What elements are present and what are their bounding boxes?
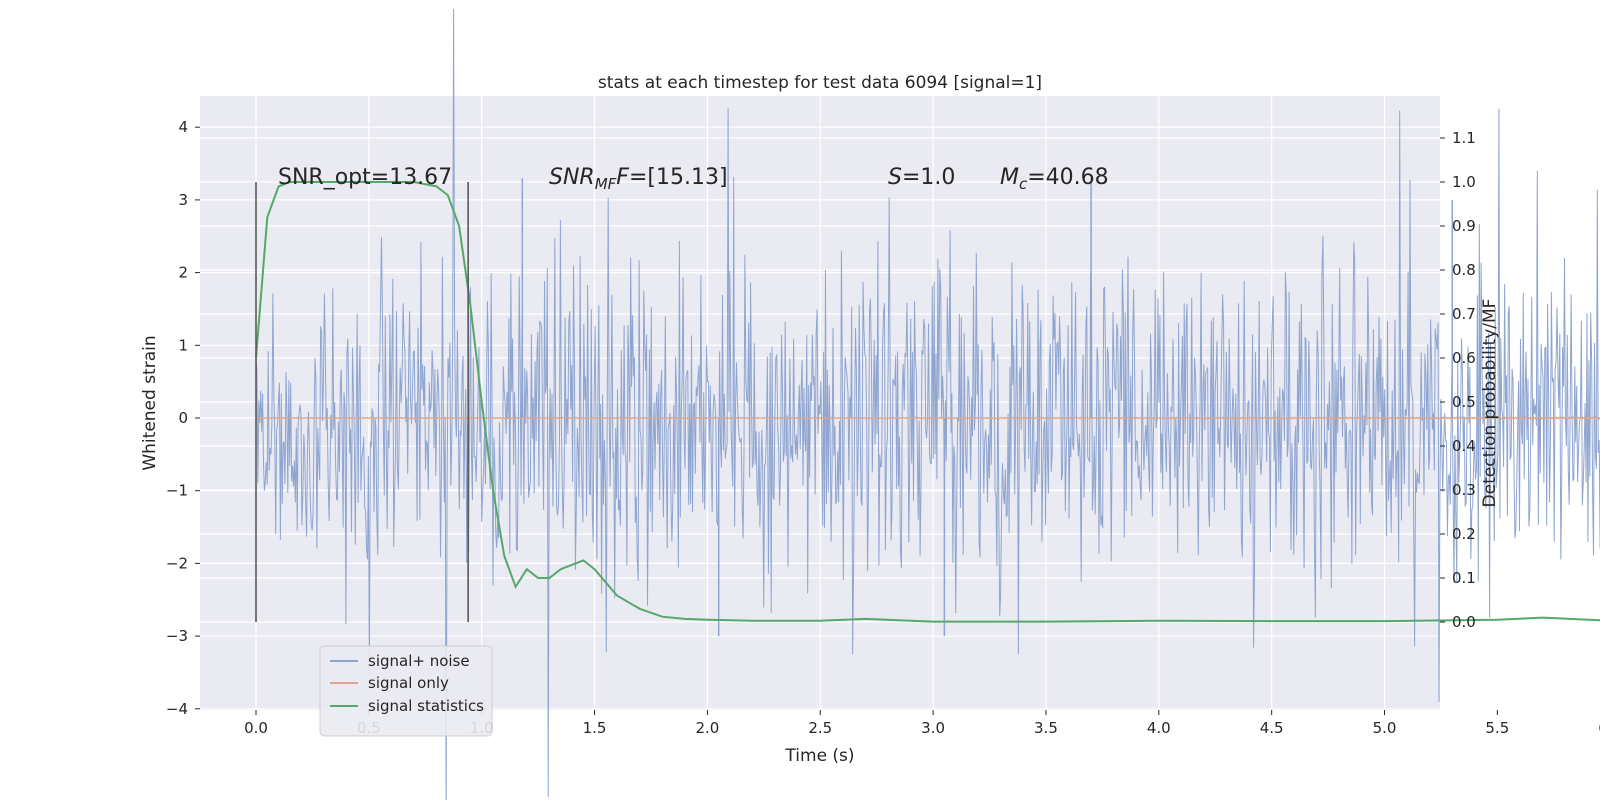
legend-box xyxy=(319,645,493,737)
y-axis-label: Whitened strain xyxy=(140,335,160,470)
x-tick-label: 6.0 xyxy=(1598,719,1600,737)
x-tick-label: 4.0 xyxy=(1147,719,1171,737)
vertical-lines xyxy=(255,182,469,622)
y-tick-label: −2 xyxy=(166,554,188,572)
y-right-tick-label: 0.7 xyxy=(1452,305,1476,323)
annotation-s: S=1.0 xyxy=(888,165,955,190)
legend-label-stats: signal statistics xyxy=(368,697,484,715)
annotation-snr-mf-sub: MF xyxy=(595,175,617,193)
annotation-snr-mf-var: SNR xyxy=(549,165,595,190)
annotation-snr-mf-value: =[15.13] xyxy=(629,165,728,190)
annotation-mc-sub: c xyxy=(1019,175,1028,193)
x-tick-label: 5.0 xyxy=(1373,719,1397,737)
legend-label-signal: signal only xyxy=(368,674,449,692)
y-right-tick-label: 0.4 xyxy=(1452,437,1476,455)
annotation-snr-mf: SNRMFF=[15.13] xyxy=(549,165,728,193)
x-axis-label: Time (s) xyxy=(784,746,854,766)
y-right-tick-label: 0.2 xyxy=(1452,525,1476,543)
y-right-tick-label: 0.3 xyxy=(1452,481,1476,499)
annotation-mc: Mc=40.68 xyxy=(1000,165,1109,193)
y-tick-label: 1 xyxy=(178,336,188,354)
y-tick-label: −3 xyxy=(166,627,188,645)
y-right-tick-label: 0.8 xyxy=(1452,261,1476,279)
legend-label-noise: signal+ noise xyxy=(368,652,470,670)
signal-line xyxy=(255,416,1600,420)
annotation-s-value: =1.0 xyxy=(902,165,955,190)
annotation-mc-var: M xyxy=(1000,165,1019,190)
x-tick-label: 5.5 xyxy=(1485,719,1509,737)
y-tick-label: −4 xyxy=(166,700,188,718)
x-tick-label: 4.5 xyxy=(1260,719,1284,737)
legend: signal+ noise signal only signal statist… xyxy=(319,645,493,737)
y-right-tick-label: 1.1 xyxy=(1452,129,1476,147)
stats-series xyxy=(255,181,1600,623)
x-tick-label: 2.0 xyxy=(695,719,719,737)
stats-line xyxy=(255,181,1600,623)
x-tick-label: 0.0 xyxy=(244,719,268,737)
annotation-snr-opt: SNR_opt=13.67 xyxy=(278,165,452,190)
y-right-tick-label: 0.9 xyxy=(1452,217,1476,235)
x-tick-label: 3.5 xyxy=(1034,719,1058,737)
noise-series xyxy=(255,9,1600,800)
annotation-s-var: S xyxy=(888,165,902,190)
y-right-tick-label: 0.0 xyxy=(1452,613,1476,631)
annotation-mc-value: =40.68 xyxy=(1027,165,1108,190)
y-right-axis-label: Detection probability/MF xyxy=(1480,299,1500,508)
noise-line xyxy=(255,9,1600,800)
y-tick-label: 4 xyxy=(178,118,188,136)
x-tick-label: 2.5 xyxy=(808,719,832,737)
y-tick-label: 3 xyxy=(178,191,188,209)
axis-ticks: 0.00.51.01.52.02.53.03.54.04.55.05.56.06… xyxy=(166,118,1600,737)
y-tick-label: 2 xyxy=(178,264,188,282)
annotation-snr-mf-f: F xyxy=(616,165,629,190)
y-tick-label: 0 xyxy=(178,409,188,427)
y-tick-label: −1 xyxy=(166,482,188,500)
chart-title: stats at each timestep for test data 609… xyxy=(598,73,1042,93)
x-tick-label: 1.5 xyxy=(583,719,607,737)
y-right-tick-label: 0.6 xyxy=(1452,349,1476,367)
y-right-tick-label: 0.5 xyxy=(1452,393,1476,411)
y-right-tick-label: 0.1 xyxy=(1452,569,1476,587)
signal-series xyxy=(255,416,1600,420)
y-right-tick-label: 1.0 xyxy=(1452,173,1476,191)
x-tick-label: 3.0 xyxy=(921,719,945,737)
